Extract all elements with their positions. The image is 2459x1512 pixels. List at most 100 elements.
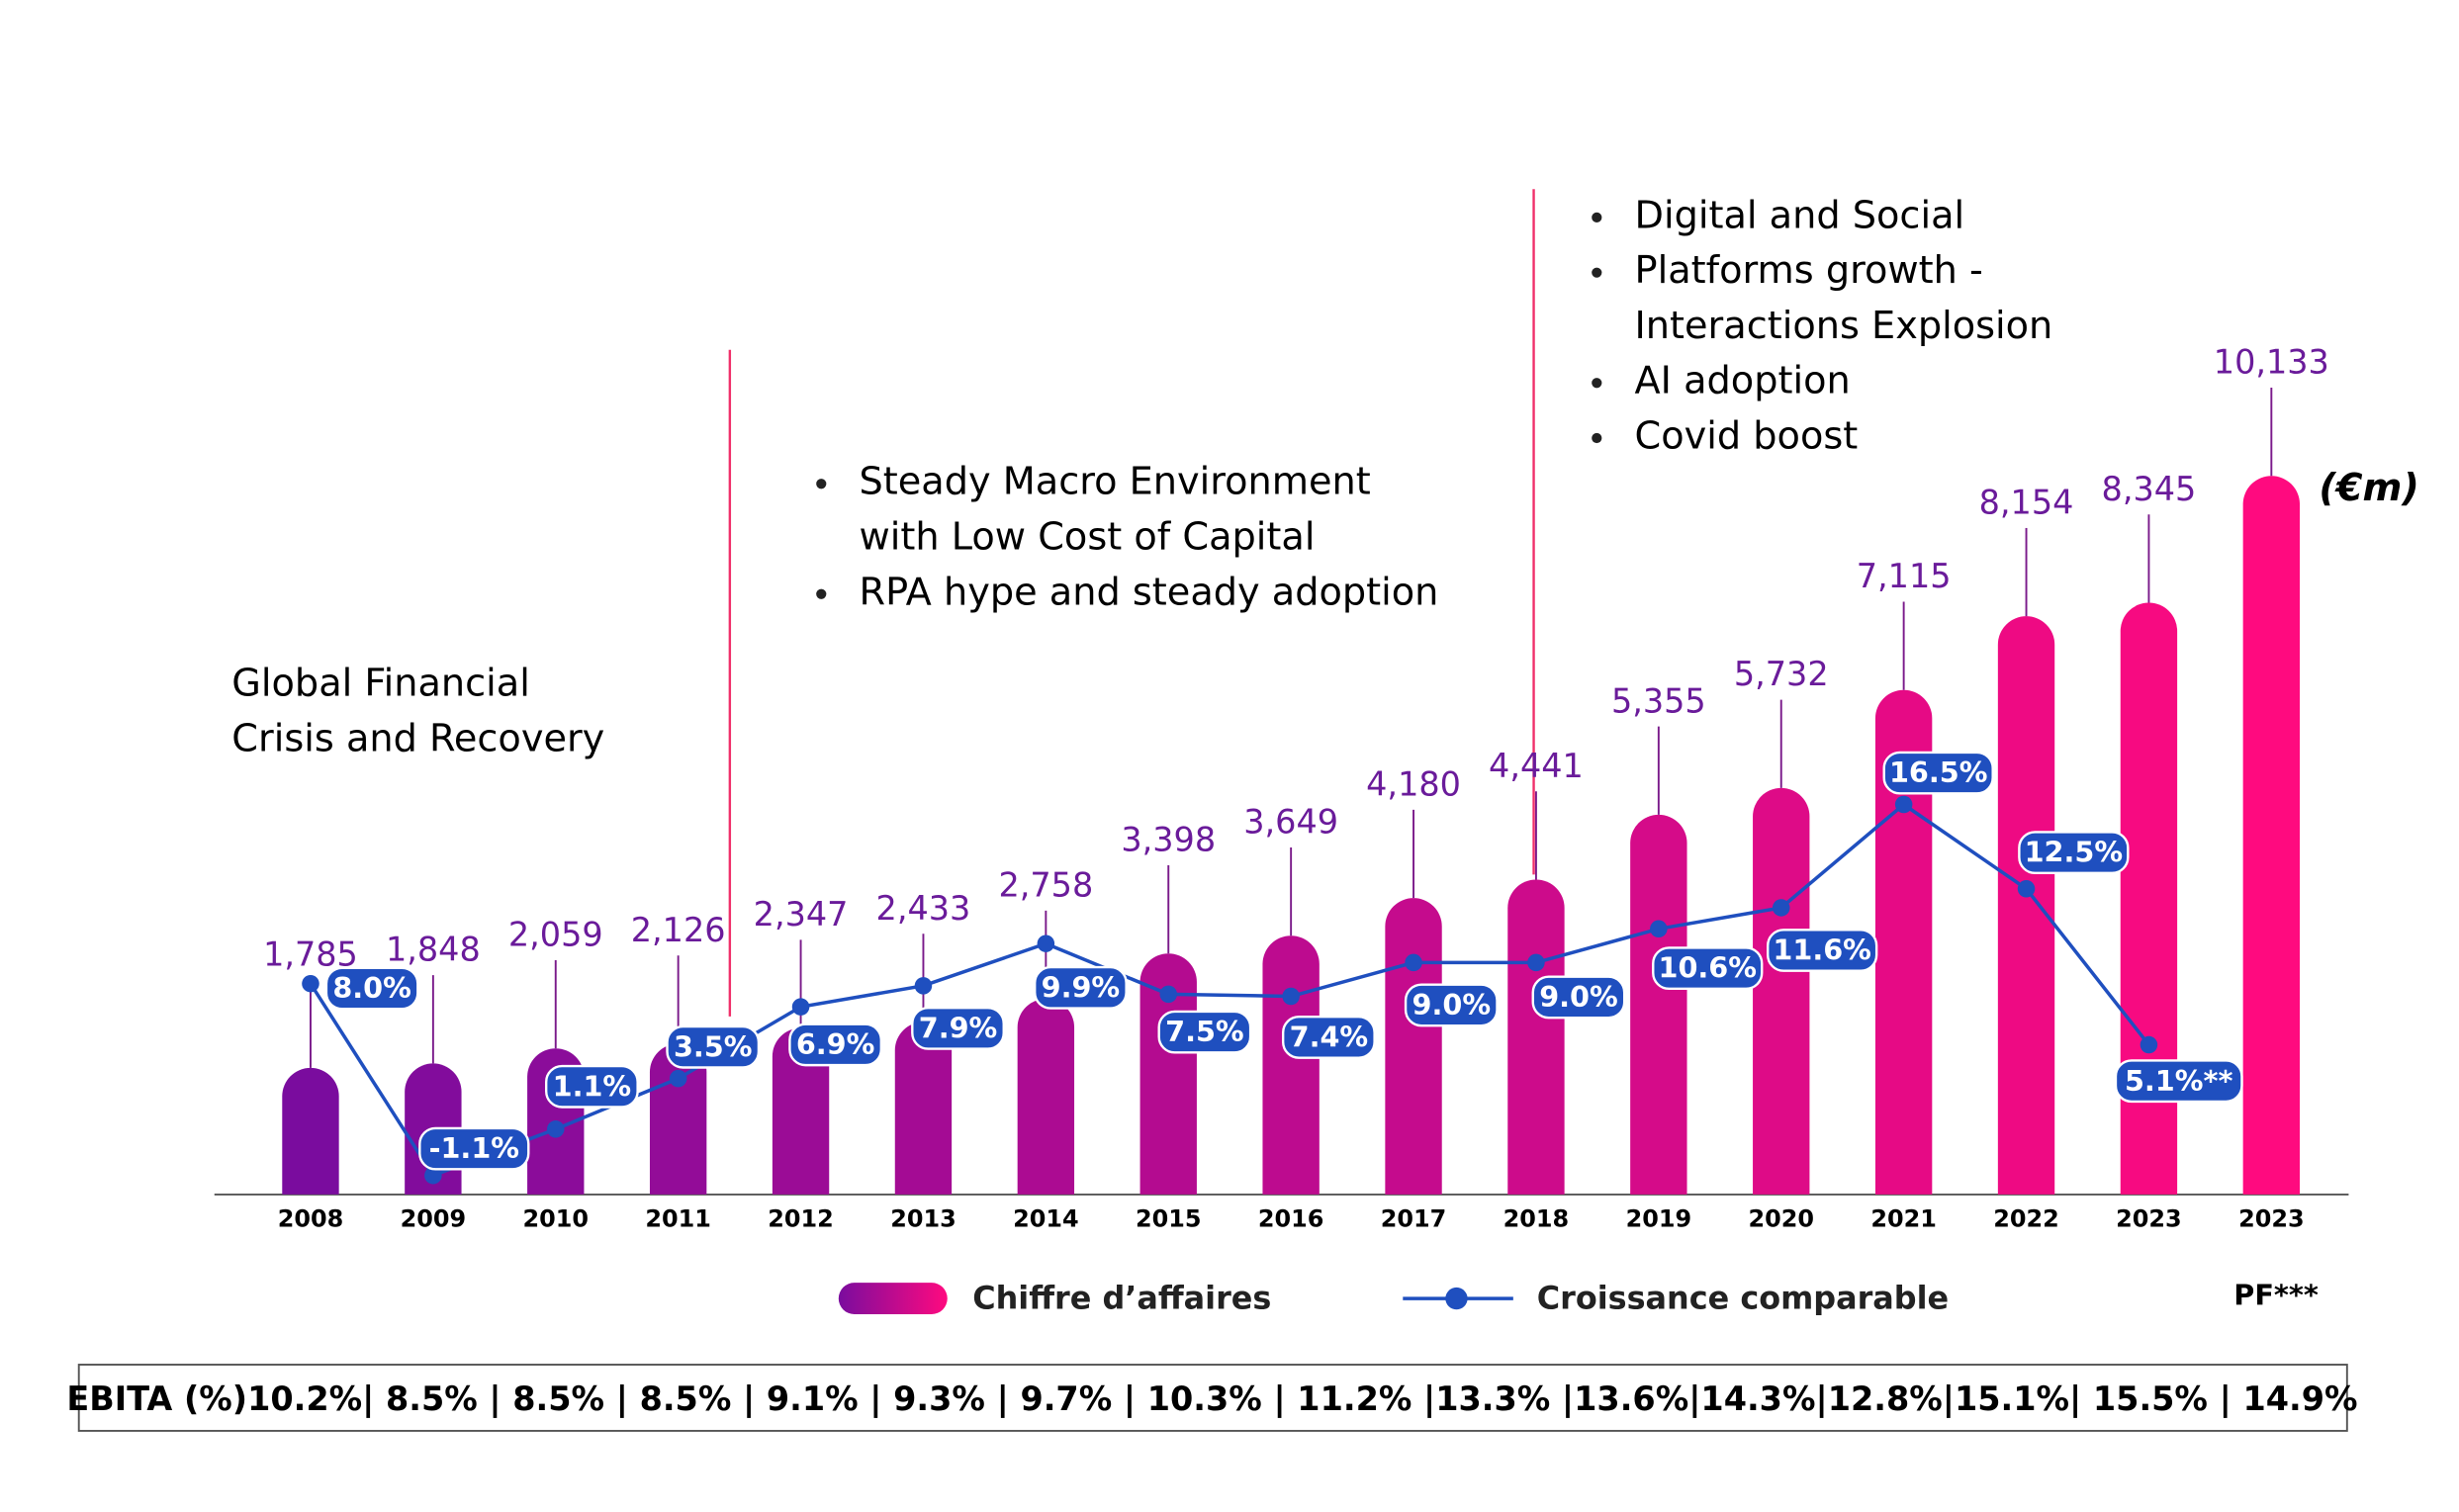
growth-label: 1.1% [553, 1069, 632, 1103]
growth-label: 7.5% [1165, 1015, 1244, 1048]
bar-value-label: 1,848 [386, 931, 481, 969]
bar-value-label: 2,433 [876, 889, 971, 928]
growth-point [302, 974, 319, 993]
legend-swatch [838, 1283, 948, 1315]
growth-label-box [545, 1064, 639, 1109]
legend-marker [1445, 1287, 1468, 1310]
growth-label-box [1404, 983, 1499, 1027]
growth-label-box [1652, 946, 1764, 991]
bar-value-label: 5,732 [1734, 655, 1829, 693]
growth-label: 16.5% [1889, 756, 1987, 789]
x-tick-note: PF*** [2233, 1278, 2319, 1311]
bar [1262, 935, 1320, 1195]
growth-point [1894, 795, 1913, 814]
x-tick-label: 2017 [1381, 1204, 1447, 1232]
growth-label: -1.1% [429, 1131, 519, 1165]
annotation: Interactions Explosion [1635, 305, 2053, 348]
bar [1507, 879, 1565, 1195]
annotation: Steady Macro Environment [860, 461, 1371, 504]
bar-value-label: 2,059 [508, 916, 603, 954]
x-tick-label: 2010 [523, 1204, 590, 1232]
growth-label-box [2018, 831, 2130, 875]
growth-label: 8.0% [332, 971, 411, 1005]
annotation: AI adoption [1635, 360, 1851, 403]
bar [1630, 814, 1687, 1195]
x-tick-label: 2014 [1013, 1204, 1079, 1232]
bar [649, 1043, 707, 1195]
growth-label: 9.0% [1539, 980, 1618, 1014]
growth-label: 7.9% [919, 1011, 998, 1044]
annotation: Global Financial [231, 663, 530, 706]
growth-point [1527, 953, 1545, 972]
x-tick-label: 2009 [401, 1204, 467, 1232]
bar [1997, 616, 2055, 1195]
growth-point [424, 1166, 442, 1185]
x-tick-label: 2019 [1626, 1204, 1692, 1232]
x-tick-label: 2023 [2238, 1204, 2305, 1232]
growth-point [1772, 899, 1790, 917]
growth-label: 12.5% [2025, 836, 2123, 869]
ebita-box [77, 1364, 2348, 1432]
growth-label: 9.0% [1412, 988, 1492, 1022]
growth-point [1159, 985, 1178, 1004]
bullet [1592, 267, 1602, 278]
unit-label: (€m) [2319, 467, 2418, 510]
annotation: Covid boost [1635, 415, 1859, 459]
bullet [1592, 378, 1602, 389]
bar-value-label: 3,649 [1243, 803, 1338, 842]
bullet [816, 588, 827, 599]
annotation: Crisis and Recovery [231, 717, 604, 760]
growth-point [1282, 987, 1300, 1006]
x-tick-label: 2016 [1258, 1204, 1324, 1232]
bar-value-label: 4,441 [1489, 747, 1584, 785]
bar [2242, 476, 2301, 1195]
growth-label-box [1531, 975, 1626, 1020]
growth-label-box [418, 1126, 530, 1171]
bar-value-label: 2,347 [754, 895, 849, 934]
x-tick-label: 2018 [1503, 1204, 1570, 1232]
bullet [1592, 432, 1602, 444]
bar [1017, 999, 1075, 1195]
bar-value-label: 7,115 [1857, 557, 1952, 595]
growth-label: 6.9% [796, 1027, 875, 1061]
growth-label-box [1882, 751, 1994, 795]
annotation: Digital and Social [1635, 194, 1965, 237]
annotation: Platforms growth - [1635, 249, 1983, 293]
bar-value-label: 8,154 [1979, 484, 2074, 522]
growth-point [2140, 1035, 2158, 1054]
bar [282, 1067, 339, 1195]
annotation: RPA hype and steady adoption [860, 571, 1439, 614]
bar-value-label: 5,355 [1611, 681, 1706, 720]
bar-value-label: 4,180 [1366, 765, 1461, 804]
growth-point [669, 1069, 687, 1088]
x-tick-label: 2011 [645, 1204, 711, 1232]
bar [894, 1022, 953, 1195]
bar-value-label: 8,345 [2102, 470, 2197, 508]
growth-label-box [324, 966, 419, 1011]
bullet [816, 479, 827, 489]
legend-label: Chiffre d’affaires [972, 1280, 1271, 1317]
x-tick-label: 2020 [1748, 1204, 1814, 1232]
growth-label: 7.4% [1290, 1021, 1369, 1054]
bar [1385, 898, 1442, 1195]
growth-label-box [666, 1024, 761, 1069]
growth-point [1650, 920, 1668, 938]
growth-label-box [1034, 965, 1128, 1010]
bar-value-label: 10,133 [2214, 343, 2329, 382]
x-tick-label: 2023 [2116, 1204, 2182, 1232]
x-tick-label: 2015 [1136, 1204, 1202, 1232]
growth-label-box [911, 1006, 1005, 1050]
x-tick-label: 2013 [890, 1204, 956, 1232]
bar [2120, 602, 2178, 1195]
growth-point [914, 977, 933, 995]
growth-label-box [1281, 1016, 1376, 1059]
growth-label: 11.6% [1773, 934, 1870, 967]
bar-value-label: 2,126 [631, 911, 726, 949]
x-tick-label: 2012 [768, 1204, 834, 1232]
growth-label: 3.5% [674, 1029, 753, 1063]
growth-label-box [1157, 1010, 1252, 1054]
bar-value-label: 3,398 [1121, 821, 1216, 859]
growth-label: 5.1%** [2125, 1064, 2233, 1098]
x-tick-label: 2008 [278, 1204, 344, 1232]
